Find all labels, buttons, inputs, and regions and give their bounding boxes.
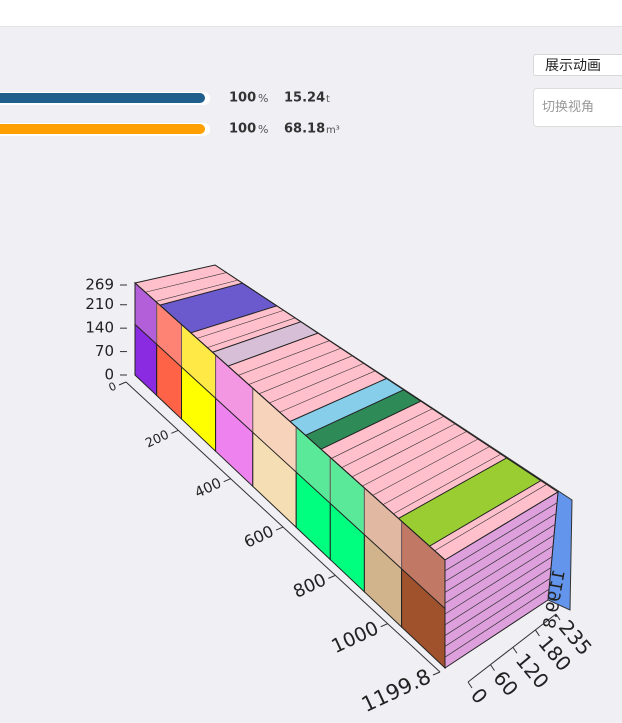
tick: [275, 526, 284, 531]
box-edge: [248, 347, 341, 385]
box-edge: [444, 567, 552, 636]
tick: [380, 623, 388, 628]
box-edge: [145, 272, 227, 293]
box-edge: [444, 556, 553, 626]
tick: [328, 574, 336, 579]
length-tick-label: 200: [143, 427, 171, 451]
length-tick-label: 1000: [328, 616, 382, 658]
height-tick-label: 70: [95, 342, 114, 360]
tick: [171, 429, 179, 434]
tick: [467, 681, 473, 689]
box-edge: [196, 310, 284, 339]
box-edge: [269, 363, 364, 404]
width-tick-label: 0: [466, 683, 493, 708]
box-edge: [155, 279, 238, 302]
percent: 100: [229, 91, 256, 106]
unit: t: [326, 94, 330, 105]
view-select[interactable]: 切换视角: [533, 88, 622, 127]
tick: [534, 629, 540, 637]
front-face: [444, 491, 559, 669]
box-edge: [258, 355, 353, 395]
box-edge: [372, 438, 479, 496]
tick: [432, 671, 441, 676]
box-edge: [444, 513, 557, 582]
box-edge: [444, 524, 556, 593]
length-tick-label: 0: [107, 380, 119, 395]
box-edge: [444, 578, 551, 647]
percent: 100: [229, 122, 256, 137]
percent-unit: %: [258, 92, 268, 105]
box-edge: [444, 588, 550, 658]
tick: [490, 664, 495, 671]
value: 68.18: [284, 122, 325, 137]
axis-line: [467, 613, 557, 683]
progress-bar: [0, 93, 205, 103]
length-tick-label: 1199.8: [358, 664, 435, 717]
tick: [512, 646, 518, 654]
length-tick-label: 800: [291, 570, 330, 602]
tick: [555, 613, 561, 621]
box-edge: [382, 446, 490, 505]
percent-unit: %: [258, 123, 268, 136]
progress-bar: [0, 124, 205, 134]
height-tick-label: 0: [104, 366, 114, 384]
box-edge: [279, 370, 376, 413]
animate-button[interactable]: 展示动画: [533, 54, 622, 76]
value: 15.24: [284, 91, 325, 106]
box-edge: [444, 502, 558, 572]
height-tick-label: 210: [85, 295, 114, 313]
box-edge: [444, 534, 555, 604]
box-edge: [434, 484, 547, 552]
box-edge: [238, 340, 330, 376]
length-tick-label: 400: [193, 475, 225, 501]
height-tick-label: 140: [85, 319, 114, 337]
box-edge: [351, 423, 456, 478]
box-edge: [362, 431, 467, 487]
top-bar: [0, 0, 622, 27]
box-edge: [393, 453, 501, 515]
tick: [223, 478, 231, 483]
box-edge: [331, 408, 433, 459]
length-tick-label: 600: [241, 522, 277, 552]
unit: m³: [326, 125, 340, 136]
height-tick-label: 269: [85, 276, 114, 294]
box-edge: [341, 416, 444, 468]
box-edge: [444, 545, 554, 615]
tick: [118, 381, 127, 386]
box-edge: [207, 317, 296, 348]
